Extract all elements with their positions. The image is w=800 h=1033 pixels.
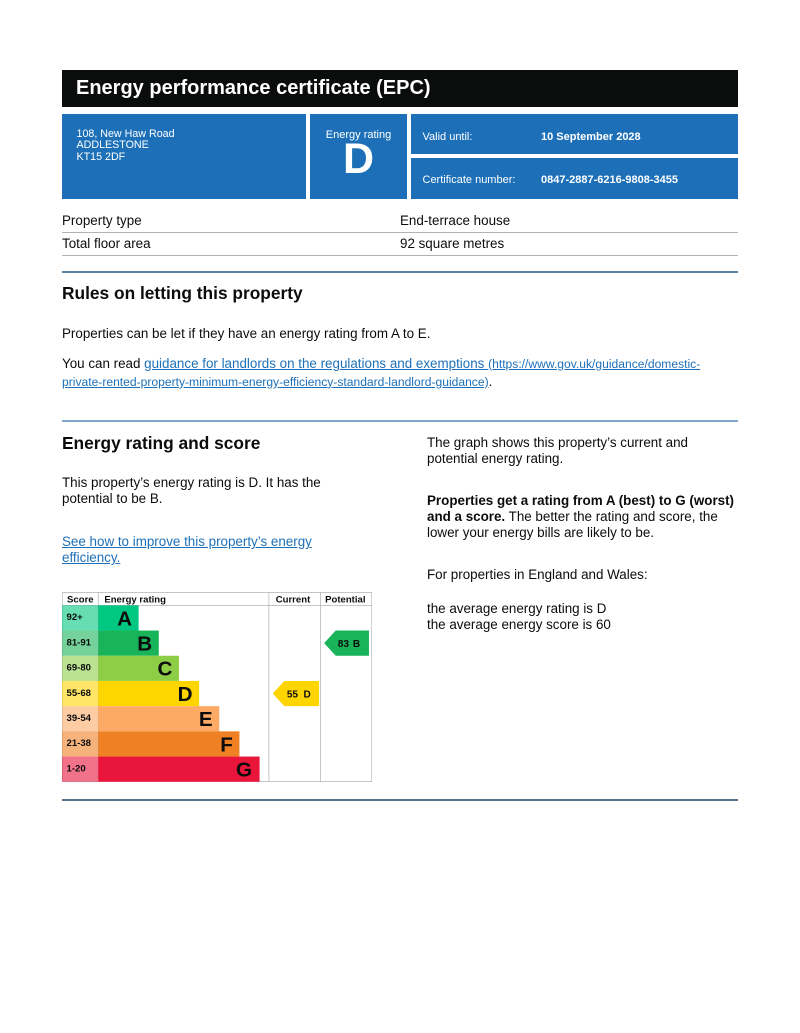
svg-text:B: B [353,639,360,650]
svg-text:C: C [157,658,172,681]
svg-text:81-91: 81-91 [67,637,92,648]
svg-text:55: 55 [287,690,299,701]
svg-text:Score: Score [67,594,94,605]
svg-text:G: G [236,758,252,781]
svg-text:E: E [199,708,213,731]
svg-text:1-20: 1-20 [67,763,86,774]
svg-text:Potential: Potential [325,594,365,605]
svg-text:D: D [178,683,193,706]
svg-text:F: F [220,733,233,756]
svg-text:Current: Current [276,594,311,605]
svg-text:Energy rating: Energy rating [104,594,166,605]
svg-text:83: 83 [338,639,350,650]
svg-text:A: A [117,607,132,630]
svg-text:69-80: 69-80 [67,663,91,674]
svg-text:B: B [137,632,152,655]
svg-text:D: D [303,690,310,701]
svg-text:21-38: 21-38 [67,738,92,749]
svg-text:39-54: 39-54 [67,713,92,724]
svg-text:92+: 92+ [67,612,84,623]
svg-text:55-68: 55-68 [67,688,92,699]
